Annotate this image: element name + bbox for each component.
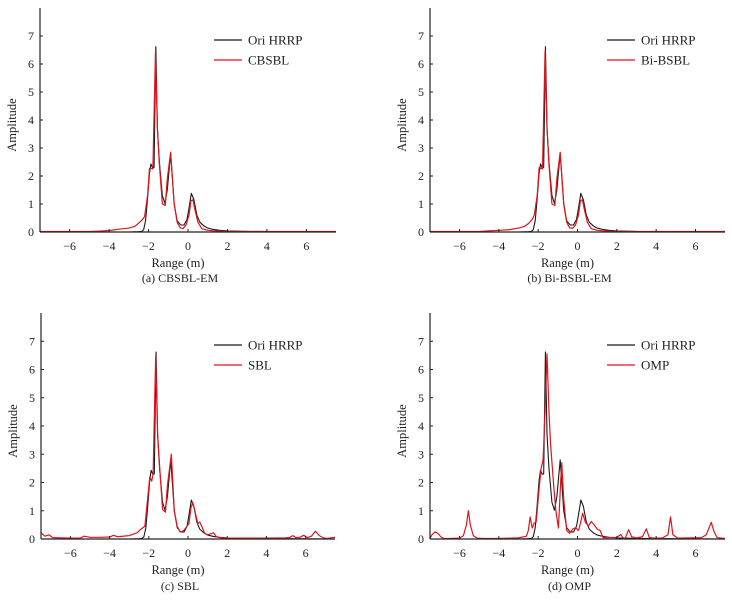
x-tick-label: −4 [103, 239, 116, 253]
x-tick-label: −6 [63, 239, 76, 253]
x-tick-label: 2 [224, 239, 230, 253]
y-tick-label: 2 [29, 476, 35, 490]
x-tick-label: −4 [492, 239, 505, 253]
x-tick-label: 0 [575, 239, 581, 253]
series-line-cbsbl [40, 52, 336, 233]
x-tick-label: 2 [614, 546, 620, 560]
series-line-bi-bsbl [430, 50, 725, 233]
x-axis-label: Range (m) [541, 256, 594, 270]
y-tick-label: 3 [28, 141, 34, 155]
y-tick-label: 4 [28, 113, 34, 127]
y-tick-label: 7 [28, 29, 34, 43]
panel-a: −6 −4 −2 0 2 4 6 0 1 2 3 4 5 6 7 Range (m) Amplitude Ori … [5, 8, 337, 285]
y-tick-label: 4 [418, 113, 424, 127]
y-axis-label: Amplitude [395, 98, 409, 152]
y-tick-label: 2 [418, 476, 424, 490]
x-tick-label: 0 [575, 546, 581, 560]
x-tick-label: −4 [103, 546, 116, 560]
panel-b: −6 −4 −2 0 2 4 6 0 1 2 3 4 5 6 7 Range (m) Amplitude Ori … [395, 8, 726, 285]
panel-d: −6 −4 −2 0 2 4 6 0 1 2 3 4 5 6 7 Range (m) Amplitude Ori … [395, 313, 726, 593]
series-line-omp [429, 353, 726, 540]
x-tick-label: 2 [614, 239, 620, 253]
legend: Ori HRRP CBSBL [214, 33, 303, 68]
x-axis-label: Range (m) [541, 563, 594, 577]
x-axis-label: Range (m) [151, 563, 204, 577]
legend-label: Ori HRRP [641, 33, 696, 48]
legend: Ori HRRP Bi-BSBL [607, 33, 696, 68]
panel-c: −6 −4 −2 0 2 4 6 0 1 2 3 4 5 6 7 Range (m) Amplitude Ori … [6, 313, 336, 593]
y-tick-label: 5 [418, 85, 424, 99]
y-tick-label: 3 [418, 447, 424, 461]
y-tick-label: 7 [418, 334, 424, 348]
x-tick-label: 4 [263, 546, 269, 560]
y-axis-label: Amplitude [6, 404, 20, 458]
x-tick-label: 2 [224, 546, 230, 560]
series-line-ori-hrrp [41, 351, 336, 540]
y-tick-label: 6 [418, 363, 424, 377]
panel-caption: (a) CBSBL-EM [142, 271, 219, 285]
legend-label: Ori HRRP [248, 338, 303, 353]
legend-label: SBL [248, 358, 272, 373]
x-tick-label: 6 [693, 546, 699, 560]
y-tick-label: 1 [418, 504, 424, 518]
x-tick-label: −6 [453, 546, 466, 560]
y-tick-label: 5 [29, 391, 35, 405]
x-tick-label: 4 [264, 239, 270, 253]
legend-label: Bi-BSBL [641, 53, 690, 68]
legend-label: CBSBL [248, 53, 289, 68]
panel-caption: (d) OMP [548, 579, 591, 593]
y-tick-label: 6 [418, 57, 424, 71]
y-tick-label: 1 [28, 197, 34, 211]
y-tick-label: 7 [29, 334, 35, 348]
x-tick-label: 6 [303, 239, 309, 253]
legend-label: Ori HRRP [248, 33, 303, 48]
legend: Ori HRRP SBL [214, 338, 303, 373]
y-axis-label: Amplitude [395, 404, 409, 458]
x-axis-label: Range (m) [151, 256, 204, 270]
panel-caption: (c) SBL [161, 579, 199, 593]
y-tick-label: 3 [418, 141, 424, 155]
x-tick-label: −2 [142, 546, 155, 560]
y-tick-label: 7 [418, 29, 424, 43]
y-tick-label: 5 [28, 85, 34, 99]
y-tick-label: 6 [28, 57, 34, 71]
series-line-ori-hrrp [430, 46, 726, 233]
series-line-sbl [40, 356, 336, 540]
x-tick-label: 6 [303, 546, 309, 560]
y-tick-label: 0 [28, 225, 34, 239]
x-tick-label: 6 [693, 239, 699, 253]
legend-label: OMP [641, 358, 669, 373]
x-tick-label: 4 [653, 546, 659, 560]
y-tick-label: 5 [418, 391, 424, 405]
x-tick-label: −2 [142, 239, 155, 253]
x-tick-label: −6 [453, 239, 466, 253]
x-tick-label: −2 [532, 239, 545, 253]
legend-label: Ori HRRP [641, 338, 696, 353]
x-tick-label: 4 [653, 239, 659, 253]
y-tick-label: 1 [418, 197, 424, 211]
x-tick-label: −2 [532, 546, 545, 560]
panel-caption: (b) Bi-BSBL-EM [527, 271, 612, 285]
y-tick-label: 4 [418, 419, 424, 433]
y-tick-label: 0 [418, 532, 424, 546]
x-tick-label: −4 [492, 546, 505, 560]
y-tick-label: 6 [29, 363, 35, 377]
y-tick-label: 1 [29, 504, 35, 518]
y-axis-label: Amplitude [5, 98, 19, 152]
x-tick-label: −6 [64, 546, 77, 560]
series-line-ori-hrrp [430, 351, 726, 540]
x-tick-label: 0 [185, 239, 191, 253]
y-tick-label: 0 [418, 225, 424, 239]
legend: Ori HRRP OMP [607, 338, 696, 373]
y-tick-label: 0 [29, 532, 35, 546]
y-tick-label: 2 [418, 169, 424, 183]
series-line-ori-hrrp [40, 46, 337, 233]
x-tick-label: 0 [185, 546, 191, 560]
y-tick-label: 3 [29, 447, 35, 461]
y-tick-label: 4 [29, 419, 35, 433]
y-tick-label: 2 [28, 169, 34, 183]
